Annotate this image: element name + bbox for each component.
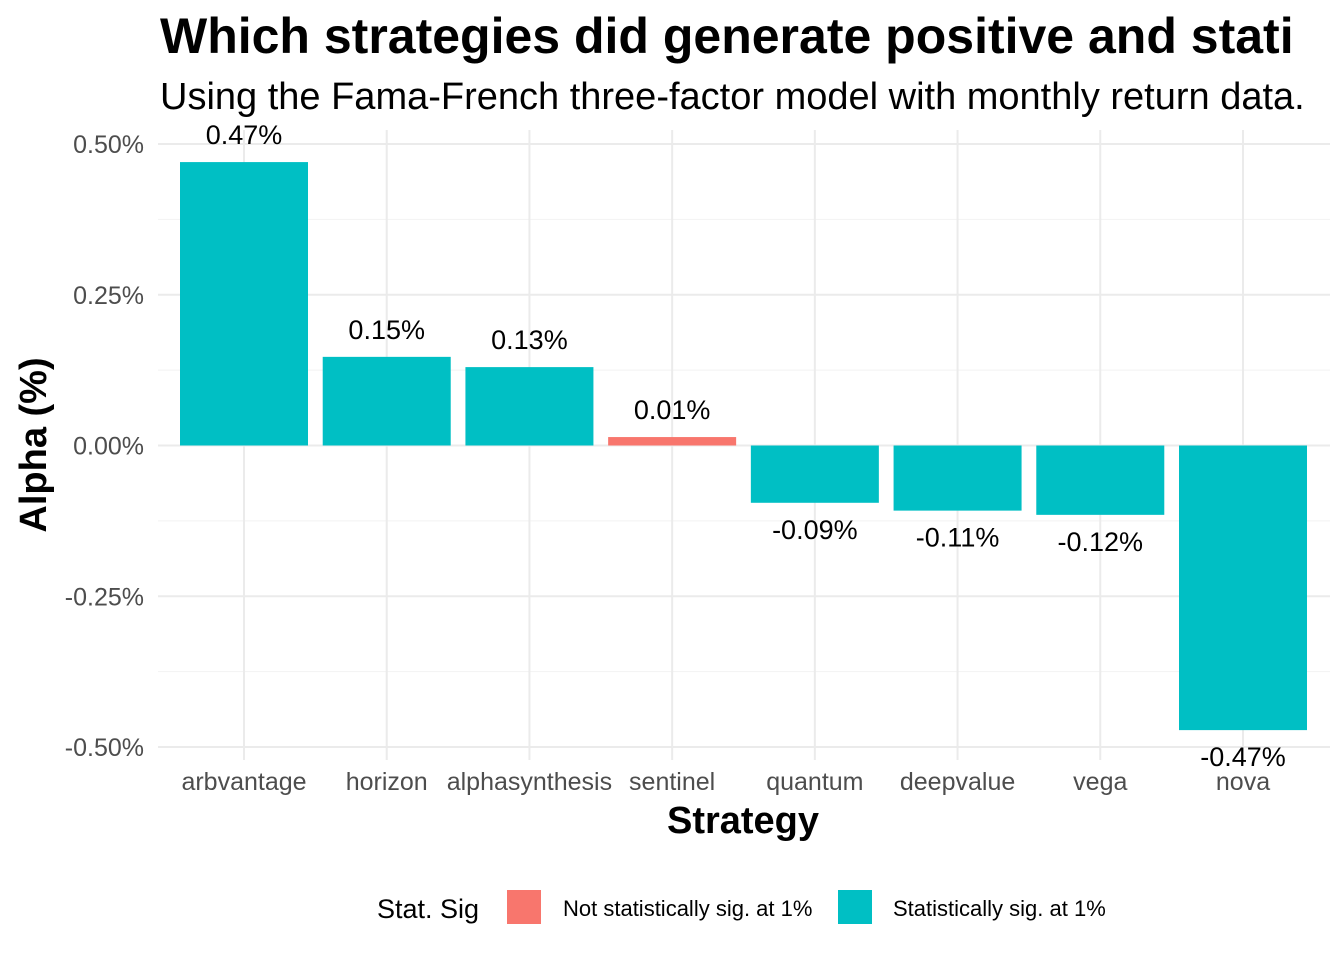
legend-title: Stat. Sig	[377, 894, 479, 924]
data-labels: 0.47% 0.15% 0.13% 0.01% -0.09% -0.11% -0.12% -0…	[206, 120, 1286, 772]
data-label-nova: -0.47%	[1200, 742, 1286, 772]
legend-swatch-not-significant	[507, 890, 541, 924]
bars	[180, 162, 1307, 731]
legend-swatch-significant	[838, 890, 872, 924]
y-tick-label: -0.25%	[65, 583, 144, 611]
x-tick-label-sentinel: sentinel	[629, 768, 715, 796]
x-tick-label-nova: nova	[1216, 768, 1270, 796]
bar-deepvalue	[893, 445, 1022, 511]
chart-subtitle: Using the Fama-French three-factor model…	[160, 76, 1305, 118]
data-label-deepvalue: -0.11%	[916, 523, 1000, 553]
y-tick-label: 0.25%	[73, 282, 144, 310]
y-tick-label: -0.50%	[65, 734, 144, 762]
x-tick-label-alphasynthesis: alphasynthesis	[447, 768, 612, 796]
bar-arbvantage	[180, 162, 308, 446]
data-label-sentinel: 0.01%	[634, 395, 711, 425]
data-label-vega: -0.12%	[1058, 527, 1144, 557]
legend-label-significant: Statistically sig. at 1%	[893, 896, 1106, 921]
x-axis-ticks: arbvantage horizon alphasynthesis sentinel q…	[181, 768, 1270, 796]
bar-sentinel	[608, 437, 737, 446]
x-tick-label-arbvantage: arbvantage	[181, 768, 306, 796]
x-axis-title: Strategy	[667, 800, 819, 842]
x-tick-label-quantum: quantum	[766, 768, 863, 796]
bar-alphasynthesis	[465, 367, 594, 446]
x-tick-label-deepvalue: deepvalue	[900, 768, 1015, 796]
y-axis-ticks: -0.50% -0.25% 0.00% 0.25% 0.50%	[65, 131, 144, 762]
bar-quantum	[750, 445, 879, 503]
data-label-alphasynthesis: 0.13%	[491, 325, 568, 355]
data-label-horizon: 0.15%	[348, 315, 425, 345]
legend-label-not-significant: Not statistically sig. at 1%	[563, 896, 812, 921]
bar-nova	[1179, 445, 1307, 731]
data-label-quantum: -0.09%	[772, 515, 858, 545]
y-tick-label: 0.00%	[73, 433, 144, 461]
bar-vega	[1036, 445, 1165, 515]
bar-horizon	[322, 356, 451, 446]
legend: Stat. Sig Not statistically sig. at 1% S…	[377, 890, 1106, 924]
data-label-arbvantage: 0.47%	[206, 120, 283, 150]
chart-title: Which strategies did generate positive a…	[160, 8, 1294, 64]
y-axis-title: Alpha (%)	[13, 357, 55, 532]
x-tick-label-vega: vega	[1073, 768, 1127, 796]
x-tick-label-horizon: horizon	[346, 768, 428, 796]
y-tick-label: 0.50%	[73, 131, 144, 159]
